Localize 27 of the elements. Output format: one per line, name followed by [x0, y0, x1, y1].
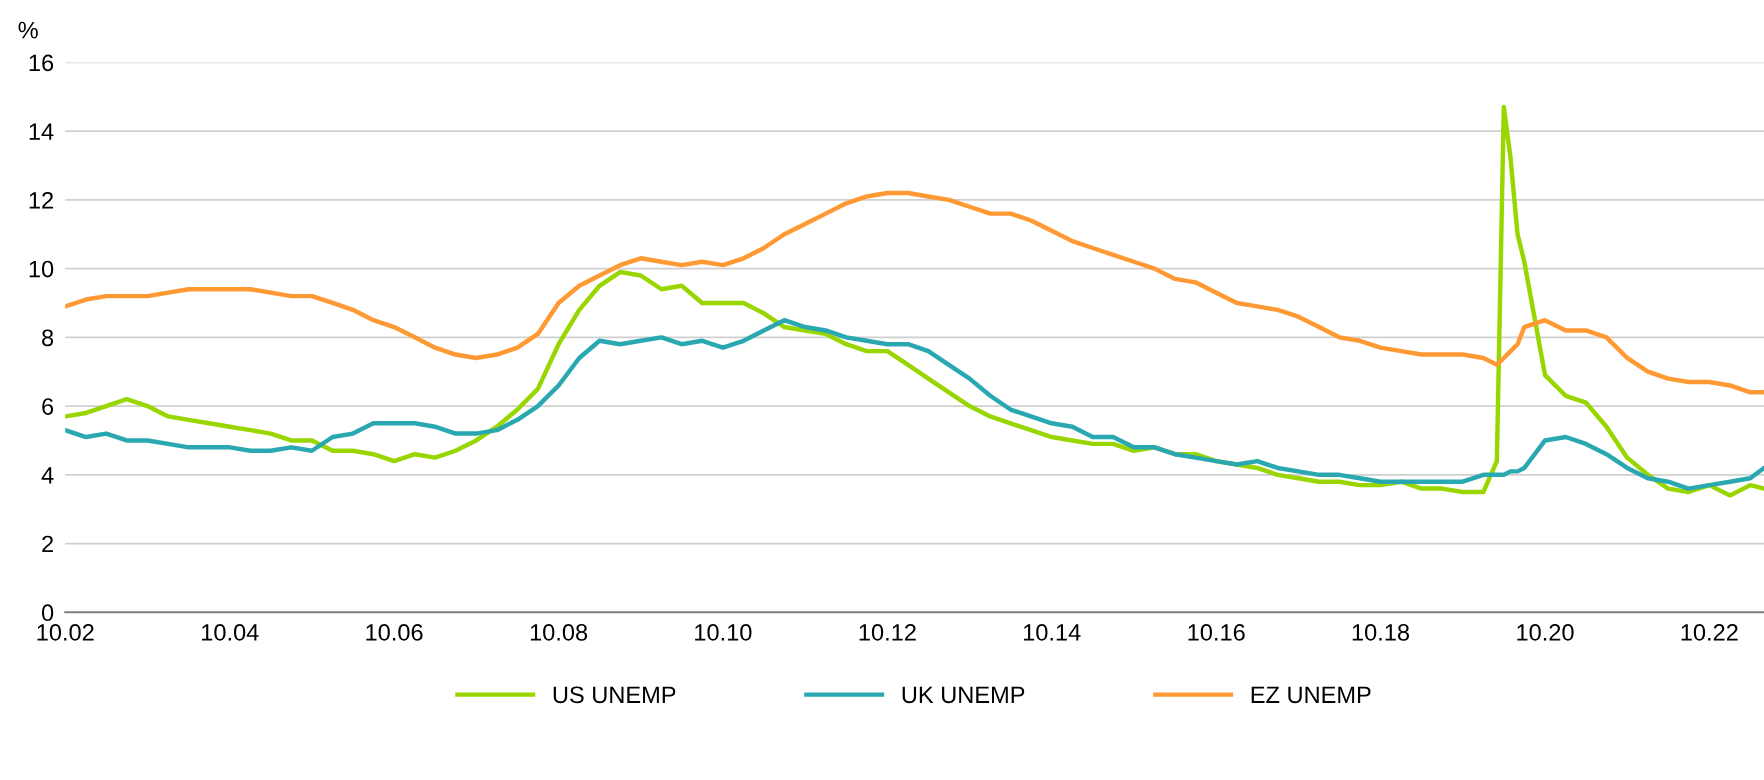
- y-tick-label: 8: [42, 329, 54, 347]
- line-series: [65, 104, 1764, 498]
- x-tick-label: 10.22: [1681, 624, 1738, 641]
- x-tick-label: 10.08: [530, 624, 588, 641]
- y-tick-label: 14: [29, 123, 54, 140]
- y-tick-label: 10: [29, 260, 54, 278]
- y-tick-label: 4: [41, 467, 54, 484]
- x-tick-label: 10.16: [1188, 624, 1245, 641]
- legend-label: EZ UNEMP: [1251, 686, 1371, 704]
- x-tick-label: 10.10: [695, 624, 752, 641]
- y-axis-title: %: [18, 21, 38, 39]
- y-tick-label: 16: [29, 54, 54, 72]
- x-tick-label: 10.14: [1023, 624, 1081, 641]
- x-tick-label: 10.02: [37, 624, 94, 641]
- x-tick-label: 10.18: [1352, 624, 1410, 641]
- y-tick-label: 0: [41, 604, 54, 622]
- legend-label: UK UNEMP: [902, 686, 1025, 704]
- x-tick-label: 10.04: [202, 624, 259, 641]
- line-series: [65, 190, 1764, 395]
- legend-label: US UNEMP: [553, 686, 676, 704]
- x-tick-label: 10.06: [366, 624, 423, 641]
- line-series: [65, 317, 1764, 491]
- y-tick-label: 2: [42, 535, 53, 553]
- x-tick-label: 10.20: [1517, 624, 1574, 641]
- x-tick-label: 10.12: [859, 624, 916, 641]
- y-tick-label: 12: [29, 191, 53, 209]
- y-tick-label: 6: [42, 398, 54, 415]
